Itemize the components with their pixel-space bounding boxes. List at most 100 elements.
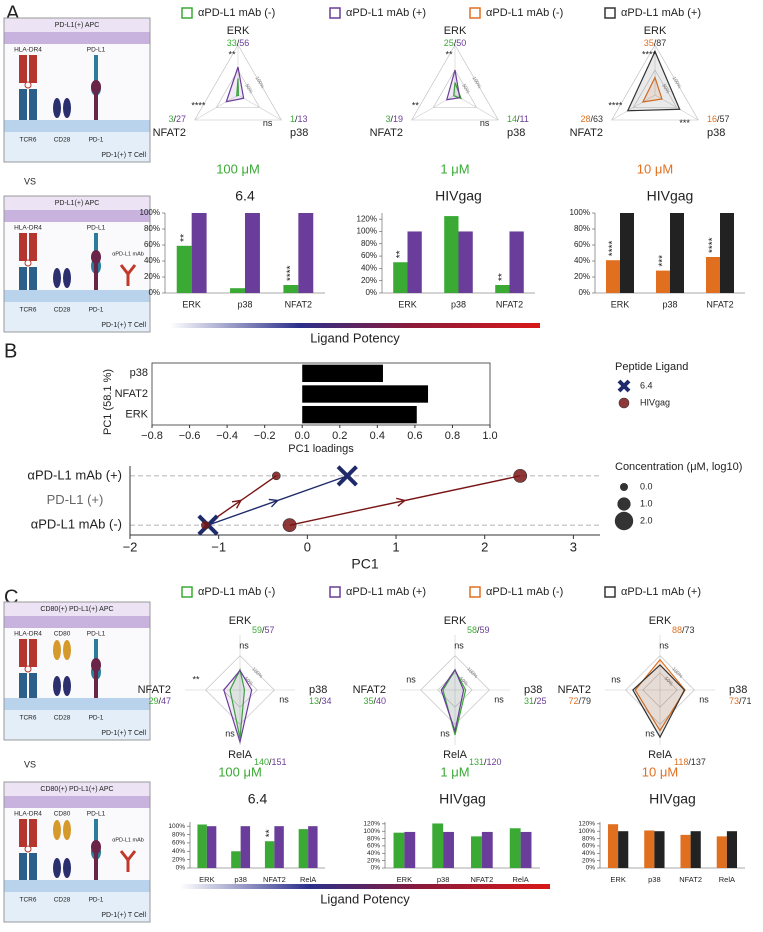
radar-value-part: 131 <box>469 757 484 767</box>
bar <box>444 216 459 293</box>
pd-1 <box>94 92 98 120</box>
molecule-label: HLA-DR4 <box>14 811 42 818</box>
y-tick-label: 0% <box>176 865 186 872</box>
antibody <box>119 264 137 286</box>
y-tick-label: 40% <box>361 263 377 272</box>
molecule-label: CD80 <box>54 631 71 638</box>
pd-1 <box>94 262 98 290</box>
significance: *** <box>679 118 690 128</box>
molecule-label: αPD-L1 mAb <box>112 837 144 843</box>
significance: ns <box>494 694 504 704</box>
y-tick-label: 100% <box>168 823 185 830</box>
marker <box>282 518 297 533</box>
legend-title: Peptide Ligand <box>615 361 688 373</box>
y-tick-label: 100% <box>570 208 590 217</box>
y-tick-label: 40% <box>582 850 595 857</box>
radar-shape <box>445 69 461 101</box>
y-tick-label: 20% <box>574 272 590 281</box>
radar-subtitle: 100 μM <box>218 764 262 779</box>
radar-ring-label: 100% <box>671 76 683 91</box>
legend-swatch <box>181 7 193 19</box>
legend-label: αPD-L1 mAb (-) <box>198 586 275 598</box>
radar-value-part: 58 <box>467 625 477 635</box>
marker <box>272 471 281 481</box>
significance: **** <box>286 265 297 281</box>
y-tick-label: 20% <box>582 857 595 864</box>
y-tick-label: ERK <box>125 409 148 421</box>
y-tick-label: 60% <box>172 840 185 847</box>
legend-label: αPD-L1 mAb (+) <box>346 7 426 19</box>
radar-value-part: 140 <box>254 757 269 767</box>
tcr <box>19 673 27 698</box>
cd80 <box>53 820 61 840</box>
panel-label: B <box>4 340 17 362</box>
radar-value-part: 33 <box>227 38 237 48</box>
chart-title: 6.4 <box>248 791 268 807</box>
molecule-label: αPD-L1 mAb <box>112 251 144 257</box>
tcr <box>19 853 27 880</box>
radar-shape <box>442 668 467 736</box>
potency-gradient <box>170 323 540 328</box>
x-tick-label: 2 <box>481 539 488 554</box>
y-tick-label: 80% <box>172 831 185 838</box>
y-tick-label: 100% <box>578 828 595 835</box>
radar-value-part: 118 <box>674 757 688 767</box>
bar <box>606 260 620 293</box>
x-tick-label: 1.0 <box>482 430 497 442</box>
radar-value-part: / <box>717 114 720 124</box>
radar-shape <box>236 78 240 97</box>
radar-ring-label: 50% <box>663 676 675 688</box>
radar-shape <box>632 664 686 739</box>
tcell-label: PD-1(+) T Cell <box>101 152 146 159</box>
y-tick-label: 40% <box>172 848 185 855</box>
legend-label: αPD-L1 mAb (+) <box>621 7 701 19</box>
radar-value-part: 72 <box>568 696 578 706</box>
radar-value-label: 88/73 <box>672 625 695 635</box>
radar-subtitle: 10 μM <box>642 764 678 779</box>
radar-axis-label: ERK <box>229 615 252 627</box>
molecule-label: PD-1 <box>89 897 104 904</box>
apc-label: CD80(+) PD-L1(+) APC <box>40 786 113 793</box>
legend-label: 6.4 <box>640 380 653 390</box>
bar <box>298 213 314 293</box>
radar-subtitle: 1 μM <box>440 764 469 779</box>
y-tick-label: 60% <box>574 240 590 249</box>
radar-value-label: 14/11 <box>507 114 529 124</box>
marker <box>513 468 528 483</box>
bar <box>197 824 207 868</box>
radar-ring-label: 100% <box>471 76 483 91</box>
y-tick-label: 20% <box>367 857 380 864</box>
radar-value-part: 31 <box>524 696 534 706</box>
significance: ** <box>412 101 420 111</box>
y-tick-label: p38 <box>130 367 148 379</box>
y-tick-label: 80% <box>144 224 160 233</box>
marker <box>201 520 210 530</box>
significance: ns <box>645 728 655 738</box>
radar-value-label: 140/151 <box>254 757 287 767</box>
bar <box>308 826 318 868</box>
y-tick-label: 120% <box>363 821 380 828</box>
chart-title: HIVgag <box>647 188 694 204</box>
arrow-head <box>231 499 242 509</box>
peptide <box>24 259 32 267</box>
molecule-label: CD28 <box>54 897 71 904</box>
molecule-label: PD-1 <box>89 307 104 314</box>
x-tick-label: RelA <box>512 875 528 884</box>
radar-shape <box>626 50 681 112</box>
radar-value-part: 59 <box>480 625 490 635</box>
significance: ns <box>279 694 289 704</box>
size-legend-marker <box>617 497 631 511</box>
radar-value-label: 3/27 <box>168 114 186 124</box>
radar-value-part: / <box>484 757 487 767</box>
significance: **** <box>608 241 619 257</box>
bar <box>607 824 619 868</box>
y-tick-label: 120% <box>357 214 377 223</box>
radar-ring-label: 50% <box>458 676 470 688</box>
hla-dr4 <box>19 639 27 667</box>
significance: ns <box>611 674 621 684</box>
radar-axis-label: RelA <box>228 749 253 761</box>
radar-value-part: / <box>174 114 177 124</box>
y-tick-label: 100% <box>363 828 380 835</box>
bar <box>302 364 383 383</box>
tcell-label: PD-1(+) T Cell <box>101 912 146 919</box>
